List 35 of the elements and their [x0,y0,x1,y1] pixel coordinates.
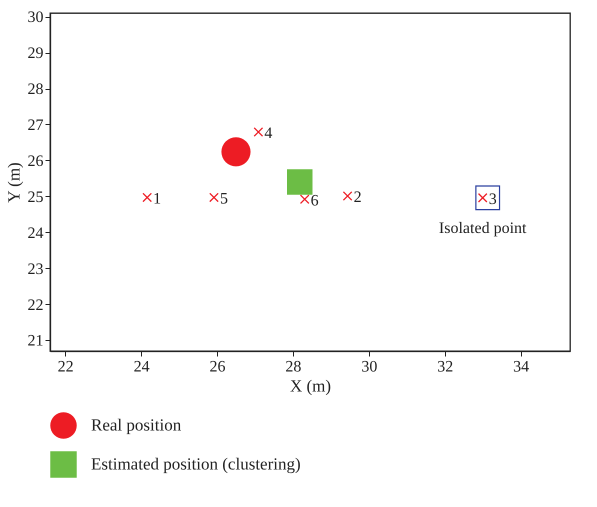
y-tick-label: 22 [28,296,44,314]
y-tick-label: 24 [28,224,44,242]
point [209,192,219,202]
annotation: 1 [153,190,162,208]
annotation: 3 [488,190,497,208]
y-tick-label: 28 [28,81,44,98]
annotation: Isolated point [438,220,528,237]
annotation: 6 [310,192,319,210]
y-axis-title: Y (m) [4,162,24,203]
y-tick-label: 27 [28,116,44,134]
point [342,191,352,201]
point [142,192,152,202]
annotation: 2 [354,189,362,206]
point [287,169,312,195]
legend-label: Estimated position (clustering) [91,454,301,474]
y-tick-label: 30 [28,9,44,26]
x-tick-label: 30 [361,358,378,376]
y-tick-label: 29 [28,45,44,62]
point [300,194,310,204]
y-tick-label: 25 [28,188,44,206]
x-tick-label: 26 [210,358,226,376]
x-tick-label: 22 [58,358,74,376]
x-tick-label: 32 [437,358,454,376]
x-tick-label: 28 [285,358,302,376]
x-tick-label: 24 [134,358,150,376]
x-tick-label: 34 [513,358,530,376]
point [254,127,264,137]
point [221,137,251,166]
legend-label: Real position [91,416,182,434]
y-tick-label: 26 [28,152,44,170]
y-tick-label: 21 [28,332,44,350]
x-axis-title: X (m) [290,376,332,396]
annotation: 4 [264,125,272,142]
y-tick-label: 23 [28,260,44,278]
annotation: 5 [220,190,228,208]
